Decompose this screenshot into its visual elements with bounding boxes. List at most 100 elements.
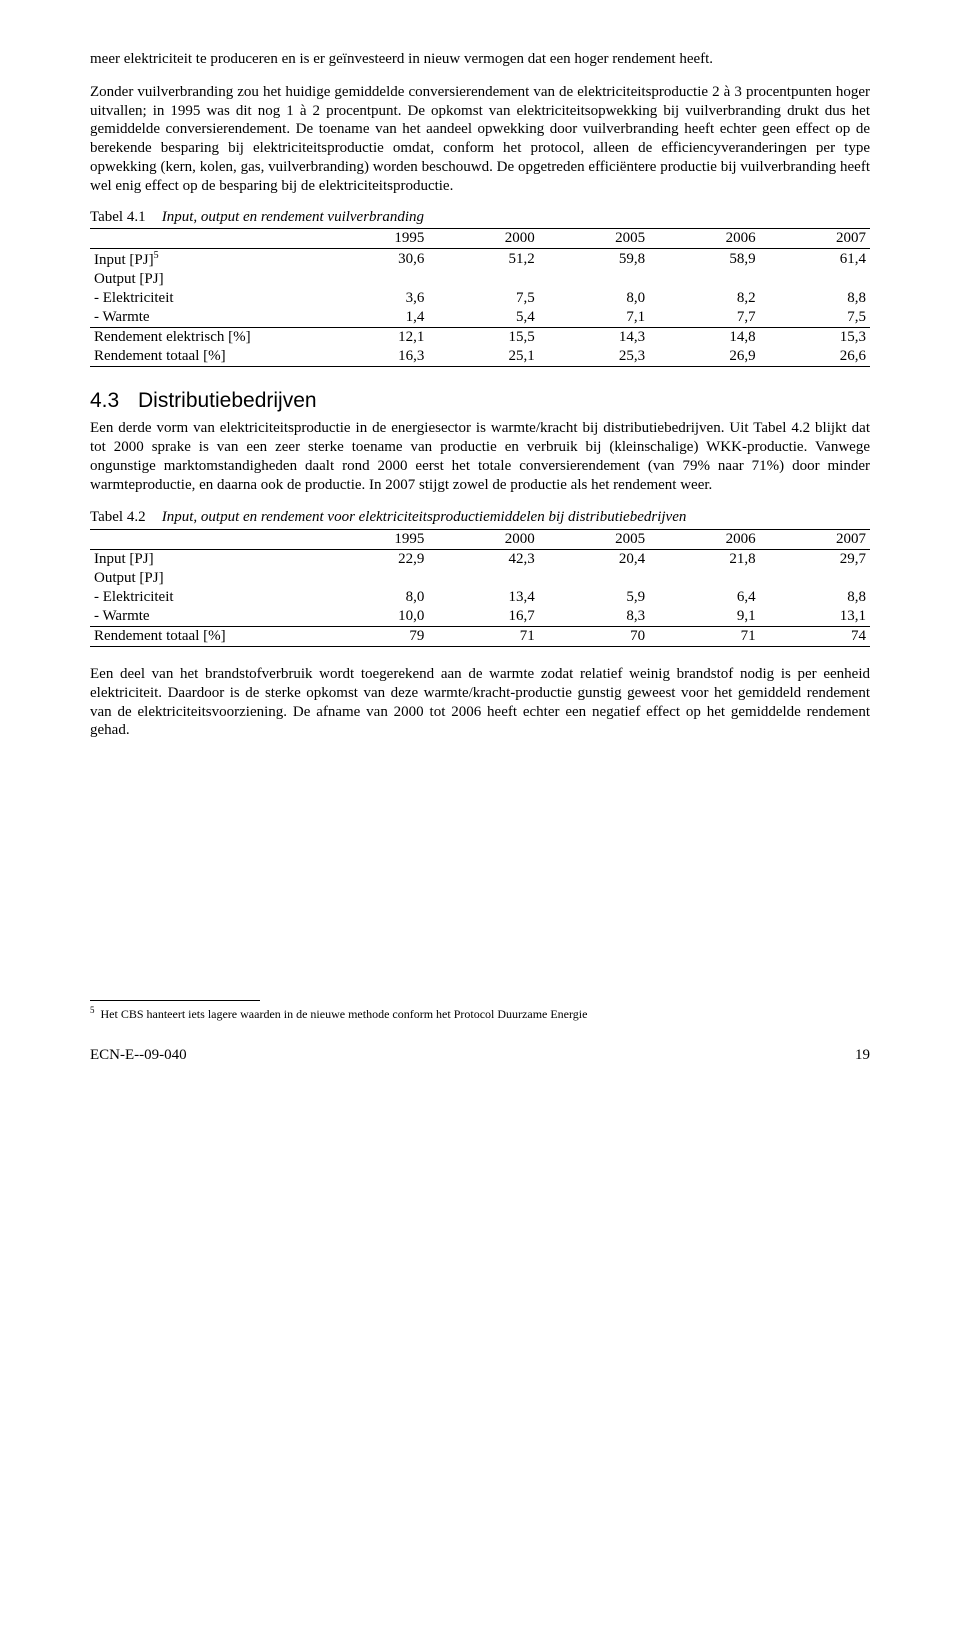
footnote-number: 5 xyxy=(90,1005,95,1015)
paragraph-3: Een derde vorm van elektriciteitsproduct… xyxy=(90,419,870,494)
table41-year-3: 2006 xyxy=(649,229,759,249)
cell: 9,1 xyxy=(649,607,759,627)
footer-left: ECN-E--09-040 xyxy=(90,1047,187,1064)
table-row: Rendement elektrisch [%] 12,1 15,5 14,3 … xyxy=(90,328,870,348)
cell: 5,4 xyxy=(428,308,538,328)
cell-label: Rendement totaal [%] xyxy=(90,347,318,367)
table42: 1995 2000 2005 2006 2007 Input [PJ] 22,9… xyxy=(90,529,870,647)
section-number: 4.3 xyxy=(90,389,138,413)
table41-caption: Input, output en rendement vuilverbrandi… xyxy=(162,209,424,225)
section-title: Distributiebedrijven xyxy=(138,389,317,412)
table42-label: Tabel 4.2 xyxy=(90,508,158,527)
cell: 16,3 xyxy=(318,347,428,367)
table-row: Output [PJ] xyxy=(90,569,870,588)
cell-label: Output [PJ] xyxy=(90,270,318,289)
cell: 12,1 xyxy=(318,328,428,348)
cell: 14,3 xyxy=(539,328,649,348)
cell: 10,0 xyxy=(318,607,428,627)
cell: 13,1 xyxy=(760,607,870,627)
page-footer: ECN-E--09-040 19 xyxy=(90,1047,870,1064)
cell: 8,8 xyxy=(760,588,870,607)
table42-year-1: 2000 xyxy=(428,530,538,550)
cell-label: Input [PJ] xyxy=(94,252,154,268)
cell-label: Input [PJ] xyxy=(90,550,318,570)
cell: 1,4 xyxy=(318,308,428,328)
table42-title: Tabel 4.2 Input, output en rendement voo… xyxy=(90,508,870,527)
table41-year-0: 1995 xyxy=(318,229,428,249)
cell: 30,6 xyxy=(318,249,428,271)
table41-year-2: 2005 xyxy=(539,229,649,249)
cell: 15,5 xyxy=(428,328,538,348)
cell: 7,5 xyxy=(760,308,870,328)
table42-year-3: 2006 xyxy=(649,530,759,550)
table-row: - Elektriciteit 3,6 7,5 8,0 8,2 8,8 xyxy=(90,289,870,308)
cell-label: Rendement elektrisch [%] xyxy=(90,328,318,348)
cell: 26,9 xyxy=(649,347,759,367)
cell: 71 xyxy=(428,627,538,647)
table42-year-2: 2005 xyxy=(539,530,649,550)
cell: 7,1 xyxy=(539,308,649,328)
cell: 15,3 xyxy=(760,328,870,348)
table41: 1995 2000 2005 2006 2007 Input [PJ]5 30,… xyxy=(90,228,870,367)
cell-label: - Elektriciteit xyxy=(90,289,318,308)
cell: 20,4 xyxy=(539,550,649,570)
table-row: Rendement totaal [%] 79 71 70 71 74 xyxy=(90,627,870,647)
footnote-separator xyxy=(90,1000,260,1001)
paragraph-1: meer elektriciteit te produceren en is e… xyxy=(90,50,870,69)
paragraph-4: Een deel van het brandstofverbruik wordt… xyxy=(90,665,870,740)
cell: 26,6 xyxy=(760,347,870,367)
cell: 58,9 xyxy=(649,249,759,271)
cell: 8,0 xyxy=(318,588,428,607)
cell: 14,8 xyxy=(649,328,759,348)
cell: 8,2 xyxy=(649,289,759,308)
cell: 74 xyxy=(760,627,870,647)
table42-year-0: 1995 xyxy=(318,530,428,550)
table-row: - Warmte 1,4 5,4 7,1 7,7 7,5 xyxy=(90,308,870,328)
cell: 8,8 xyxy=(760,289,870,308)
cell: 25,3 xyxy=(539,347,649,367)
cell: 59,8 xyxy=(539,249,649,271)
table-row: - Elektriciteit 8,0 13,4 5,9 6,4 8,8 xyxy=(90,588,870,607)
cell: 70 xyxy=(539,627,649,647)
cell: 22,9 xyxy=(318,550,428,570)
table41-year-1: 2000 xyxy=(428,229,538,249)
cell: 79 xyxy=(318,627,428,647)
cell: 51,2 xyxy=(428,249,538,271)
cell-label: Output [PJ] xyxy=(90,569,318,588)
table-row: Rendement totaal [%] 16,3 25,1 25,3 26,9… xyxy=(90,347,870,367)
table42-year-4: 2007 xyxy=(760,530,870,550)
table41-label: Tabel 4.1 xyxy=(90,209,158,226)
table-row: Input [PJ] 22,9 42,3 20,4 21,8 29,7 xyxy=(90,550,870,570)
cell-label: - Elektriciteit xyxy=(90,588,318,607)
cell: 16,7 xyxy=(428,607,538,627)
paragraph-2: Zonder vuilverbranding zou het huidige g… xyxy=(90,83,870,196)
cell: 71 xyxy=(649,627,759,647)
cell: 6,4 xyxy=(649,588,759,607)
cell-label: - Warmte xyxy=(90,607,318,627)
cell-label: Rendement totaal [%] xyxy=(90,627,318,647)
cell: 8,3 xyxy=(539,607,649,627)
table-row: - Warmte 10,0 16,7 8,3 9,1 13,1 xyxy=(90,607,870,627)
footer-right: 19 xyxy=(855,1047,870,1064)
footnote-text: Het CBS hanteert iets lagere waarden in … xyxy=(101,1007,588,1021)
cell: 7,5 xyxy=(428,289,538,308)
section-4-3-heading: 4.3Distributiebedrijven xyxy=(90,389,870,413)
cell: 25,1 xyxy=(428,347,538,367)
table41-year-4: 2007 xyxy=(760,229,870,249)
cell: 61,4 xyxy=(760,249,870,271)
cell-label: - Warmte xyxy=(90,308,318,328)
footnote-5: 5 Het CBS hanteert iets lagere waarden i… xyxy=(90,1005,870,1021)
cell: 21,8 xyxy=(649,550,759,570)
cell: 3,6 xyxy=(318,289,428,308)
cell: 7,7 xyxy=(649,308,759,328)
cell: 29,7 xyxy=(760,550,870,570)
table42-caption: Input, output en rendement voor elektric… xyxy=(162,509,687,525)
cell: 13,4 xyxy=(428,588,538,607)
footnote-ref: 5 xyxy=(154,250,159,261)
table-row: Input [PJ]5 30,6 51,2 59,8 58,9 61,4 xyxy=(90,249,870,271)
table-row: Output [PJ] xyxy=(90,270,870,289)
cell: 42,3 xyxy=(428,550,538,570)
cell: 8,0 xyxy=(539,289,649,308)
table41-title: Tabel 4.1 Input, output en rendement vui… xyxy=(90,209,870,226)
cell: 5,9 xyxy=(539,588,649,607)
